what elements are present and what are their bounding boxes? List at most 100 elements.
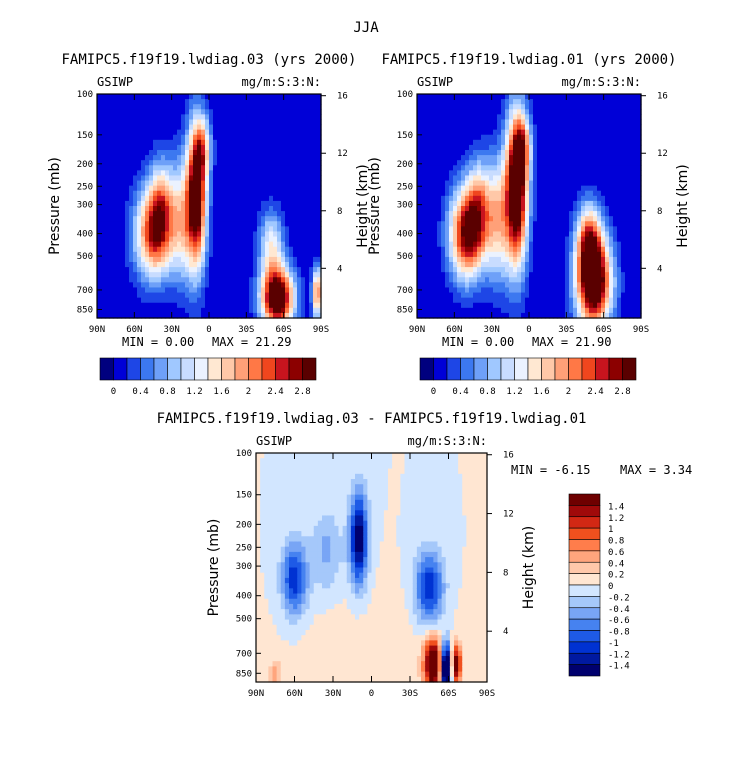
heatmap-cell <box>265 282 270 289</box>
heatmap-cell <box>469 262 474 268</box>
heatmap-cell <box>137 251 142 258</box>
heatmap-cell <box>125 236 130 243</box>
heatmap-cell <box>149 287 154 294</box>
heatmap-cell <box>425 256 430 263</box>
heatmap-cell <box>197 287 202 294</box>
heatmap-cell <box>541 144 546 151</box>
heatmap-cell <box>205 195 210 202</box>
heatmap-cell <box>301 312 306 319</box>
y-tick-label: 100 <box>77 90 93 100</box>
heatmap-cell <box>121 267 126 273</box>
heatmap-cell <box>309 211 314 217</box>
heatmap-cell <box>457 216 462 222</box>
heatmap-cell <box>197 267 202 273</box>
heatmap-cell <box>141 129 146 136</box>
heatmap-cell <box>513 175 518 182</box>
heatmap-cell <box>193 185 198 192</box>
heatmap-cell <box>453 277 458 283</box>
heatmap-cell <box>417 292 422 299</box>
heatmap-cell <box>465 246 470 253</box>
heatmap-cell <box>513 272 518 278</box>
heatmap-cell <box>129 272 134 278</box>
heatmap-cell <box>317 302 322 309</box>
heatmap-cell <box>481 272 486 278</box>
heatmap-cell <box>449 119 454 126</box>
colorbar-label: 0.4 <box>132 387 148 397</box>
heatmap-cell <box>453 206 458 212</box>
heatmap-cell <box>633 185 638 192</box>
heatmap-cell <box>501 241 506 248</box>
heatmap-cell <box>173 185 178 192</box>
heatmap-cell <box>545 109 550 115</box>
heatmap-cell <box>169 170 174 177</box>
heatmap-cell <box>193 175 198 182</box>
heatmap-cell <box>629 272 634 278</box>
heatmap-cell <box>161 160 166 166</box>
heatmap-cell <box>221 302 226 309</box>
heatmap-cell <box>625 246 630 253</box>
heatmap-cell <box>257 134 262 141</box>
heatmap-cell <box>473 180 478 187</box>
heatmap-cell <box>141 221 146 227</box>
heatmap-cell <box>517 267 522 273</box>
heatmap-cell <box>489 211 494 217</box>
heatmap-cell <box>105 94 110 100</box>
heatmap-cell <box>453 144 458 151</box>
heatmap-cell <box>193 124 198 131</box>
heatmap-cell <box>281 272 286 278</box>
heatmap-cell <box>185 287 190 294</box>
heatmap-cell <box>273 206 278 212</box>
heatmap-cell <box>549 307 554 314</box>
heatmap-cell <box>157 124 162 131</box>
heatmap-cell <box>609 236 614 243</box>
heatmap-cell <box>557 170 562 177</box>
heatmap-cell <box>269 190 274 197</box>
heatmap-cell <box>425 267 430 273</box>
heatmap-cell <box>421 282 426 289</box>
heatmap-cell <box>597 277 602 283</box>
heatmap-cell <box>317 180 322 187</box>
heatmap-cell <box>169 256 174 263</box>
heatmap-cell <box>457 226 462 233</box>
heatmap-cell <box>621 99 626 105</box>
heatmap-cell <box>585 200 590 207</box>
heatmap-cell <box>497 109 502 115</box>
heatmap-cell <box>129 211 134 217</box>
heatmap-cell <box>517 297 522 304</box>
heatmap-cell <box>213 155 218 161</box>
heatmap-cell <box>257 211 262 217</box>
heatmap-cell <box>129 200 134 207</box>
heatmap-cell <box>477 256 482 263</box>
heatmap-cell <box>161 312 166 319</box>
heatmap-cell <box>257 297 262 304</box>
heatmap-cell <box>229 236 234 243</box>
heatmap-cell <box>517 129 522 136</box>
heatmap-cell <box>433 124 438 131</box>
heatmap-cell <box>589 104 594 110</box>
heatmap-cell <box>545 134 550 141</box>
heatmap-cell <box>257 180 262 187</box>
heatmap-cell <box>621 104 626 110</box>
heatmap-cell <box>249 236 254 243</box>
heatmap-cell <box>245 307 250 314</box>
heatmap-cell <box>577 312 582 319</box>
heatmap-cell <box>601 221 606 227</box>
heatmap-cell <box>125 134 130 141</box>
heatmap-cell <box>101 150 106 156</box>
heatmap-cell <box>309 170 314 177</box>
heatmap-cell <box>117 307 122 314</box>
heatmap-cell <box>509 170 514 177</box>
heatmap-cell <box>97 109 102 115</box>
heatmap-cell <box>417 282 422 289</box>
heatmap-cell <box>229 287 234 294</box>
heatmap-cell <box>205 292 210 299</box>
heatmap-cell <box>453 165 458 171</box>
heatmap-cell <box>553 206 558 212</box>
heatmap-cell <box>121 231 126 238</box>
heatmap-cell <box>505 160 510 166</box>
heatmap-cell <box>101 175 106 182</box>
heatmap-cell <box>461 292 466 299</box>
heatmap-cell <box>505 144 510 151</box>
heatmap-cell <box>569 292 574 299</box>
heatmap-cell <box>109 150 114 156</box>
